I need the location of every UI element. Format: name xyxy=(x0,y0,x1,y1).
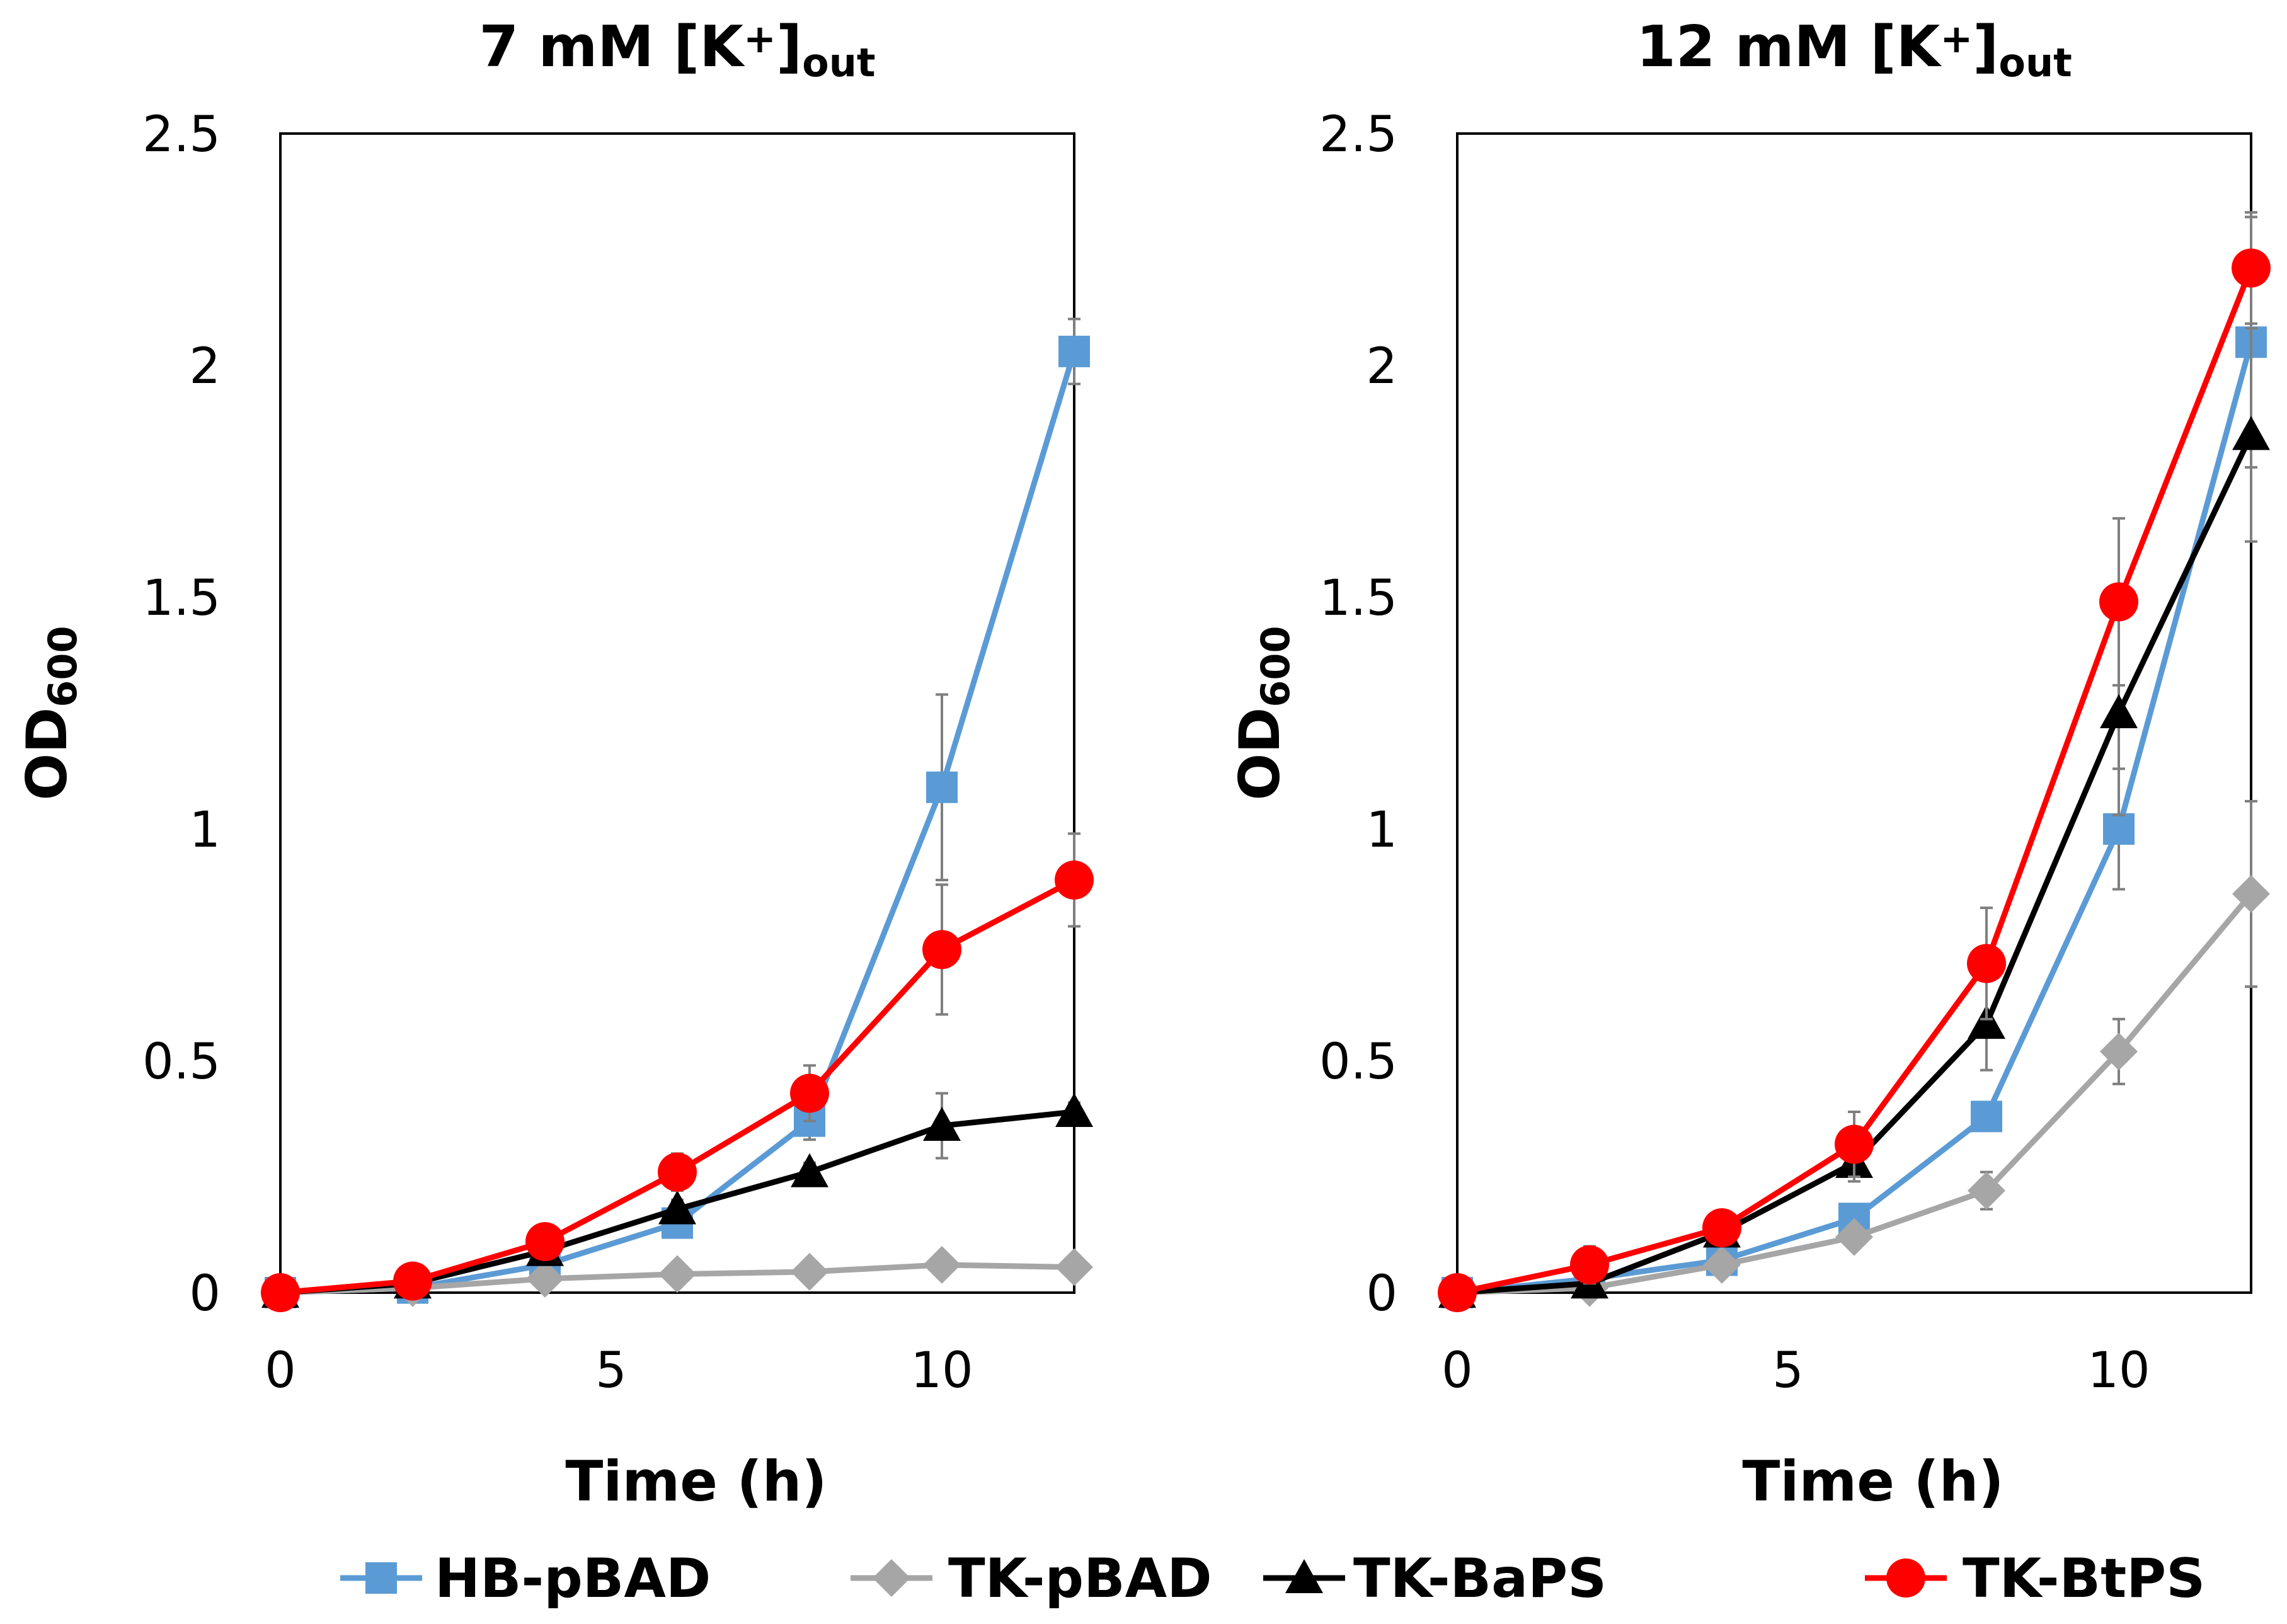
x-tick-label: 0 xyxy=(265,1342,296,1399)
chart-title: 12 mM [K+]out xyxy=(1636,14,2072,86)
data-point xyxy=(923,1107,961,1141)
x-tick-label: 10 xyxy=(2087,1342,2150,1399)
chart-title-superscript: + xyxy=(1940,16,1973,62)
data-point xyxy=(1570,1245,1609,1284)
x-tick-label: 10 xyxy=(910,1342,973,1399)
chart-panel-1: 7 mM [K+]out 0 0.5 1 1.5 2 2.5 0 5 10 Time (h) OD60… xyxy=(14,14,1094,1514)
data-point xyxy=(1835,1124,1874,1164)
x-axis-title: Time (h) xyxy=(1742,1449,2003,1514)
data-point xyxy=(2232,248,2271,288)
y-tick-label: 2.5 xyxy=(1319,106,1397,163)
y-tick-label: 1 xyxy=(189,802,221,859)
data-point xyxy=(658,1255,696,1293)
legend: HB-pBAD TK-pBAD TK-BaPS TK-BtPS xyxy=(340,1547,2205,1610)
data-point xyxy=(1058,335,1090,367)
data-point xyxy=(261,1273,300,1312)
legend-marker xyxy=(365,1562,397,1594)
y-tick-label: 1.5 xyxy=(1319,570,1397,627)
legend-label: TK-BaPS xyxy=(1353,1547,1607,1610)
series-tk-btps xyxy=(261,832,1094,1312)
y-axis-title: OD600 xyxy=(1227,626,1298,800)
data-point xyxy=(1835,1218,1873,1256)
legend-item-hb-pbad: HB-pBAD xyxy=(340,1547,711,1610)
y-tick-label: 0.5 xyxy=(142,1034,221,1090)
legend-label: TK-BtPS xyxy=(1963,1547,2205,1610)
plot-frame xyxy=(1456,132,2252,1294)
y-tick-label: 0.5 xyxy=(1319,1034,1397,1090)
x-tick-label: 5 xyxy=(595,1342,627,1399)
legend-marker xyxy=(1886,1558,1925,1598)
data-point xyxy=(926,771,958,803)
data-point xyxy=(1055,1248,1093,1286)
legend-item-tk-baps: TK-BaPS xyxy=(1263,1547,1607,1610)
chart-title: 7 mM [K+]out xyxy=(479,14,876,86)
data-point xyxy=(1967,944,2006,983)
series-tk-pbad xyxy=(261,1245,1093,1312)
legend-label: TK-pBAD xyxy=(948,1547,1212,1610)
data-point xyxy=(2100,1032,2138,1071)
data-point xyxy=(790,1073,829,1113)
series-tk-pbad xyxy=(1438,799,2270,1312)
data-point xyxy=(1971,1101,2002,1133)
y-axis-title-main: OD xyxy=(1227,707,1292,801)
x-tick-label: 0 xyxy=(1442,1342,1473,1399)
x-tick-label: 5 xyxy=(1772,1342,1804,1399)
legend-marker xyxy=(873,1559,910,1597)
data-point xyxy=(1968,1172,2005,1210)
y-tick-label: 1 xyxy=(1366,802,1397,859)
data-point xyxy=(1703,1245,1741,1284)
y-axis-title-main: OD xyxy=(14,707,79,801)
y-axis-title-subscript: 600 xyxy=(40,626,86,707)
y-axis-title-subscript: 600 xyxy=(1252,626,1298,707)
chart-title-superscript: + xyxy=(743,16,776,62)
y-tick-label: 1.5 xyxy=(142,570,221,627)
data-point xyxy=(923,1245,961,1284)
y-axis-title: OD600 xyxy=(14,626,86,800)
chart-title-subscript: out xyxy=(1998,40,2072,86)
data-point xyxy=(1438,1273,1477,1312)
chart-title-bracket: ] xyxy=(776,14,802,80)
plot-frame xyxy=(279,132,1075,1294)
data-point xyxy=(2100,694,2138,728)
y-tick-label: 2 xyxy=(1366,338,1397,395)
chart-panel-2: 12 mM [K+]out 0 0.5 1 1.5 2 2.5 0 5 10 Time (h) OD6… xyxy=(1227,14,2271,1514)
y-tick-label: 0 xyxy=(189,1266,221,1322)
data-point xyxy=(2232,416,2270,450)
chart-title-main: 12 mM [K xyxy=(1636,14,1942,80)
chart-title-main: 7 mM [K xyxy=(479,14,746,80)
y-tick-label: 2.5 xyxy=(142,106,221,163)
chart-title-subscript: out xyxy=(802,40,875,86)
data-point xyxy=(922,930,961,969)
legend-item-tk-pbad: TK-pBAD xyxy=(851,1547,1212,1610)
data-point xyxy=(658,1152,697,1192)
legend-item-tk-btps: TK-BtPS xyxy=(1865,1547,2205,1610)
data-point xyxy=(2232,875,2270,913)
data-point xyxy=(791,1252,828,1291)
data-point xyxy=(658,1190,696,1225)
data-point xyxy=(525,1222,565,1262)
data-point xyxy=(526,1259,564,1298)
data-point xyxy=(393,1261,432,1301)
legend-label: HB-pBAD xyxy=(435,1547,711,1610)
y-tick-label: 2 xyxy=(189,338,221,395)
data-point xyxy=(1055,860,1094,900)
data-point xyxy=(1968,1005,2005,1039)
legend-marker xyxy=(1285,1559,1323,1593)
data-point xyxy=(2099,582,2138,622)
y-tick-label: 0 xyxy=(1366,1266,1397,1322)
x-axis-title: Time (h) xyxy=(565,1449,827,1514)
data-point xyxy=(1702,1208,1741,1247)
data-point xyxy=(791,1153,828,1187)
data-point xyxy=(2103,813,2135,845)
series-tk-btps xyxy=(1438,211,2271,1312)
series-line-hb-pbad xyxy=(280,350,1077,1296)
chart-title-bracket: ] xyxy=(1973,14,1998,80)
data-point xyxy=(1055,1092,1093,1127)
